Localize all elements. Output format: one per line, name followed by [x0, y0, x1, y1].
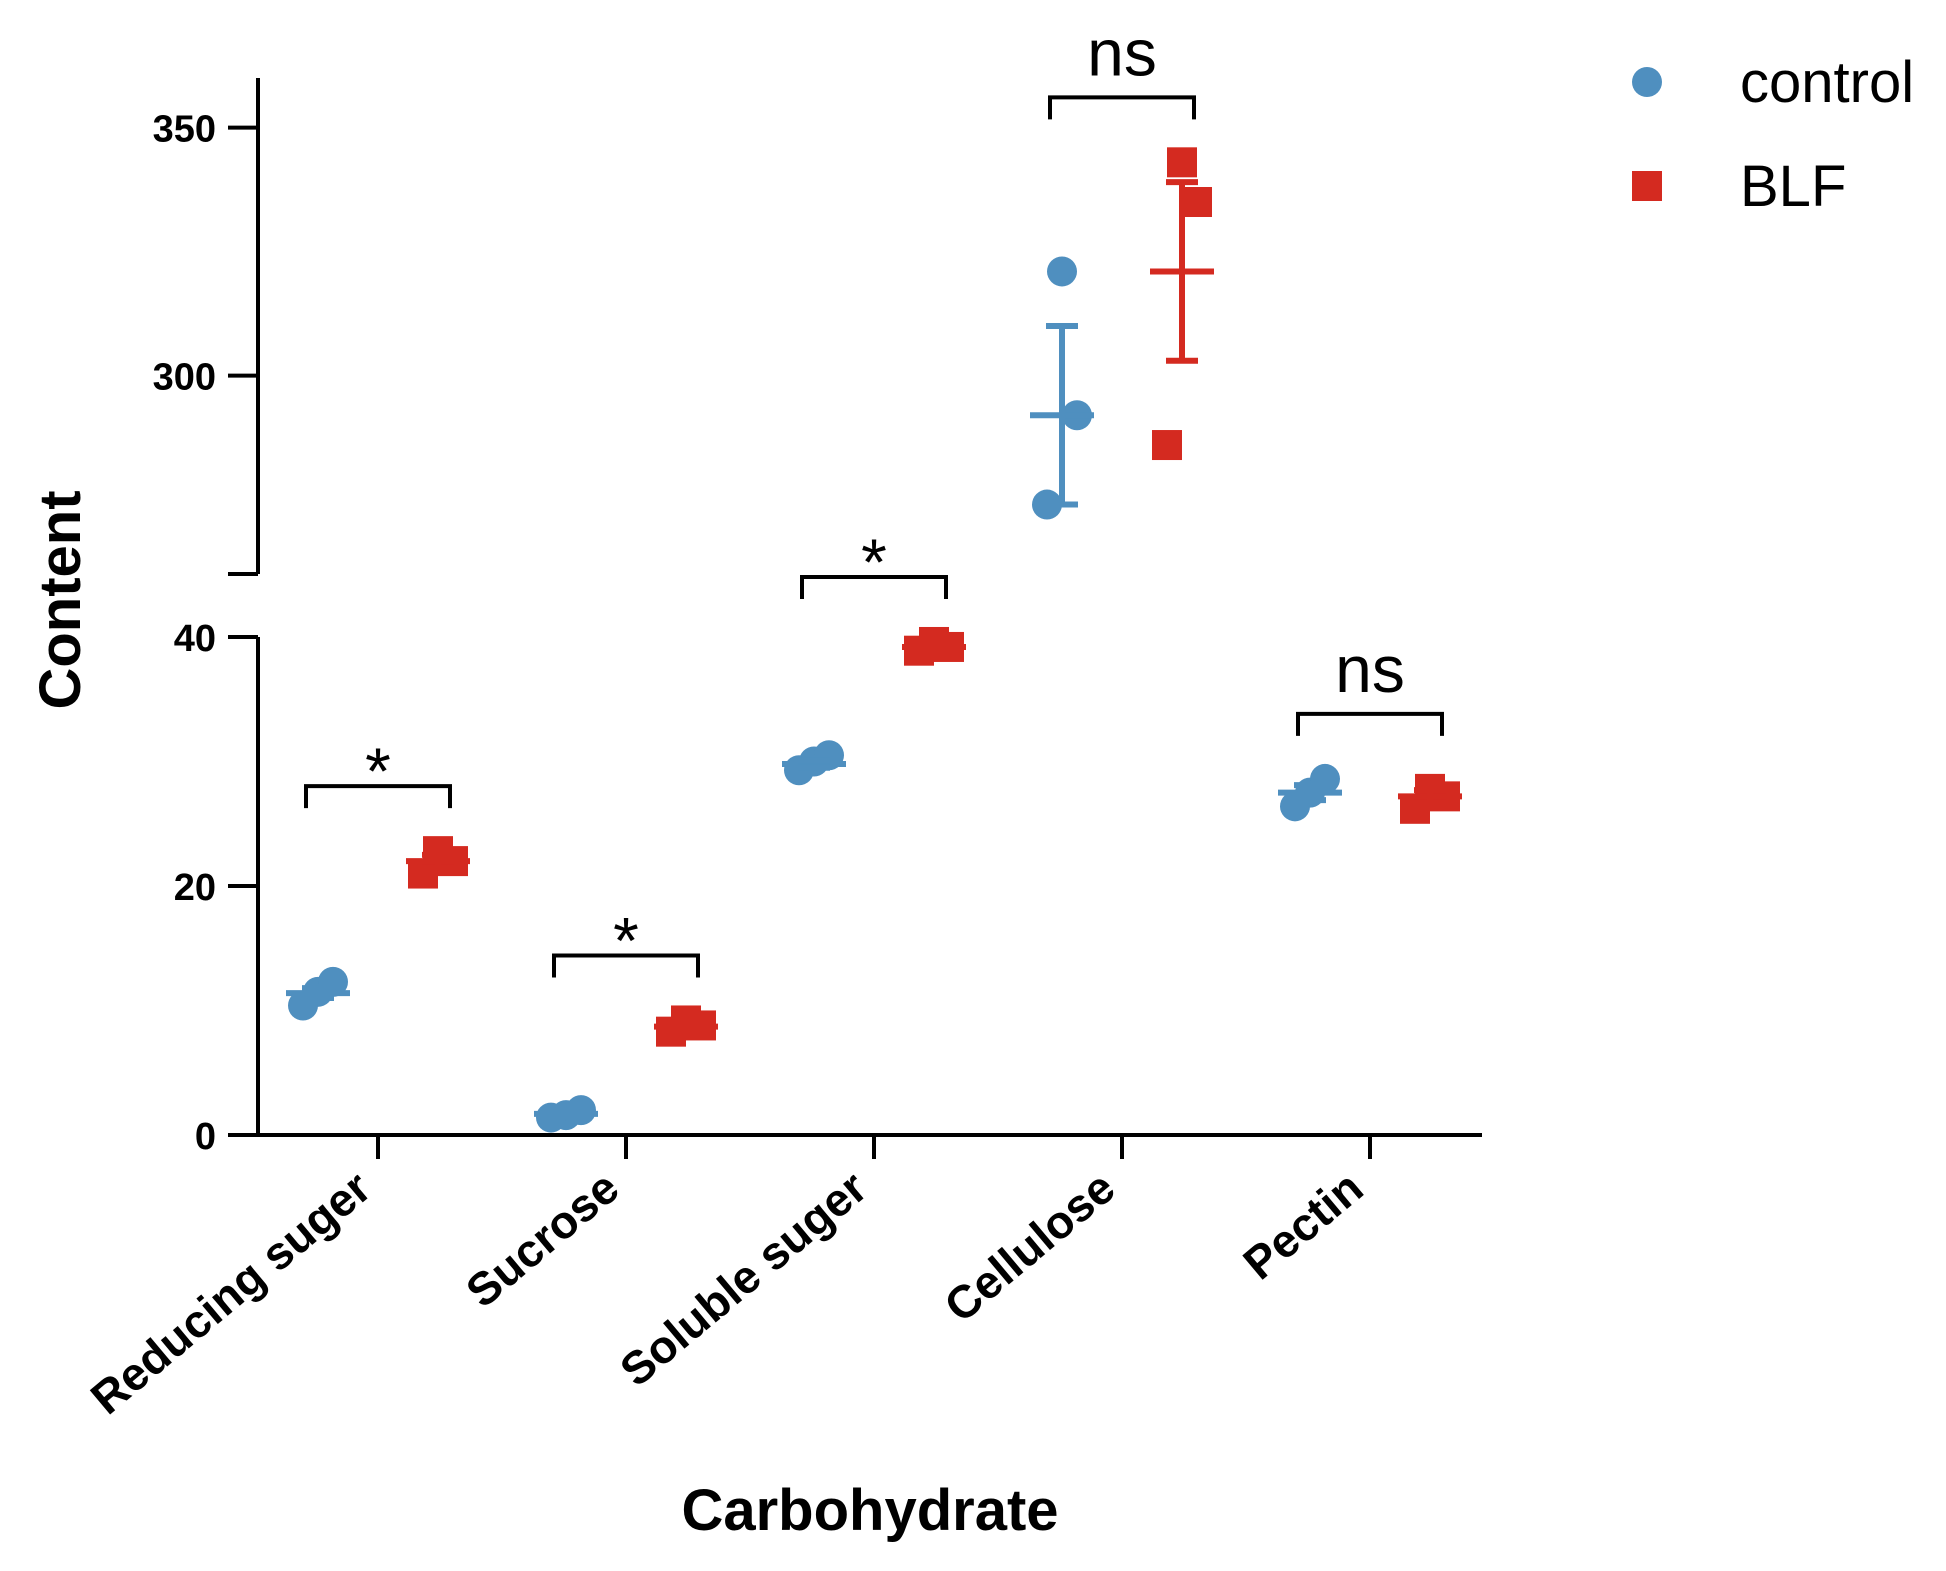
series-blf [406, 147, 1462, 1047]
x-category-label-pectin: Pectin [1233, 1161, 1372, 1290]
y-tick-label-0: 0 [195, 1116, 216, 1158]
legend-marker-control [1632, 67, 1662, 97]
bracket-cellulose [1048, 95, 1196, 120]
x-category-label-cellulose: Cellulose [934, 1161, 1124, 1332]
significance-label-pectin: ns [1335, 632, 1405, 706]
axes [228, 78, 1482, 1137]
y-axis-title: Content [28, 490, 93, 709]
y-ticks: 0 20 40 300 350 [153, 109, 258, 1158]
significance-annotations: * * * ns ns [304, 15, 1444, 978]
y-tick-label-350: 350 [153, 109, 216, 151]
blf-point-cellulose-1 [1167, 147, 1197, 178]
bracket-reducing-suger [304, 784, 452, 809]
legend-label-blf: BLF [1740, 154, 1846, 219]
blf-point-cellulose-2 [1182, 187, 1212, 217]
x-category-label-soluble-suger: Soluble suger [610, 1161, 877, 1396]
control-point-cellulose-1 [1047, 256, 1077, 287]
significance-label-reducing-suger: * [365, 734, 391, 808]
x-category-label-sucrose: Sucrose [456, 1161, 628, 1318]
bracket-soluble-suger [800, 574, 948, 599]
x-axis-title: Carbohydrate [681, 1478, 1058, 1543]
significance-label-cellulose: ns [1087, 15, 1157, 89]
significance-label-sucrose: * [613, 903, 639, 977]
y-tick-label-40: 40 [174, 618, 216, 660]
legend: control BLF [1632, 50, 1914, 219]
y-tick-label-20: 20 [174, 867, 216, 909]
bracket-pectin [1296, 711, 1444, 736]
data-marks [286, 147, 1462, 1133]
x-category-label-reducing-suger: Reducing suger [81, 1161, 381, 1424]
series-control [286, 256, 1342, 1133]
legend-marker-blf [1632, 171, 1662, 201]
blf-point-cellulose-3 [1152, 430, 1182, 461]
y-tick-label-300: 300 [153, 357, 216, 399]
control-point-pectin-2 [1310, 763, 1340, 794]
legend-label-control: control [1740, 50, 1914, 115]
bracket-sucrose [552, 953, 700, 978]
control-point-pectin-3 [1280, 791, 1310, 822]
significance-label-soluble-suger: * [861, 525, 887, 599]
